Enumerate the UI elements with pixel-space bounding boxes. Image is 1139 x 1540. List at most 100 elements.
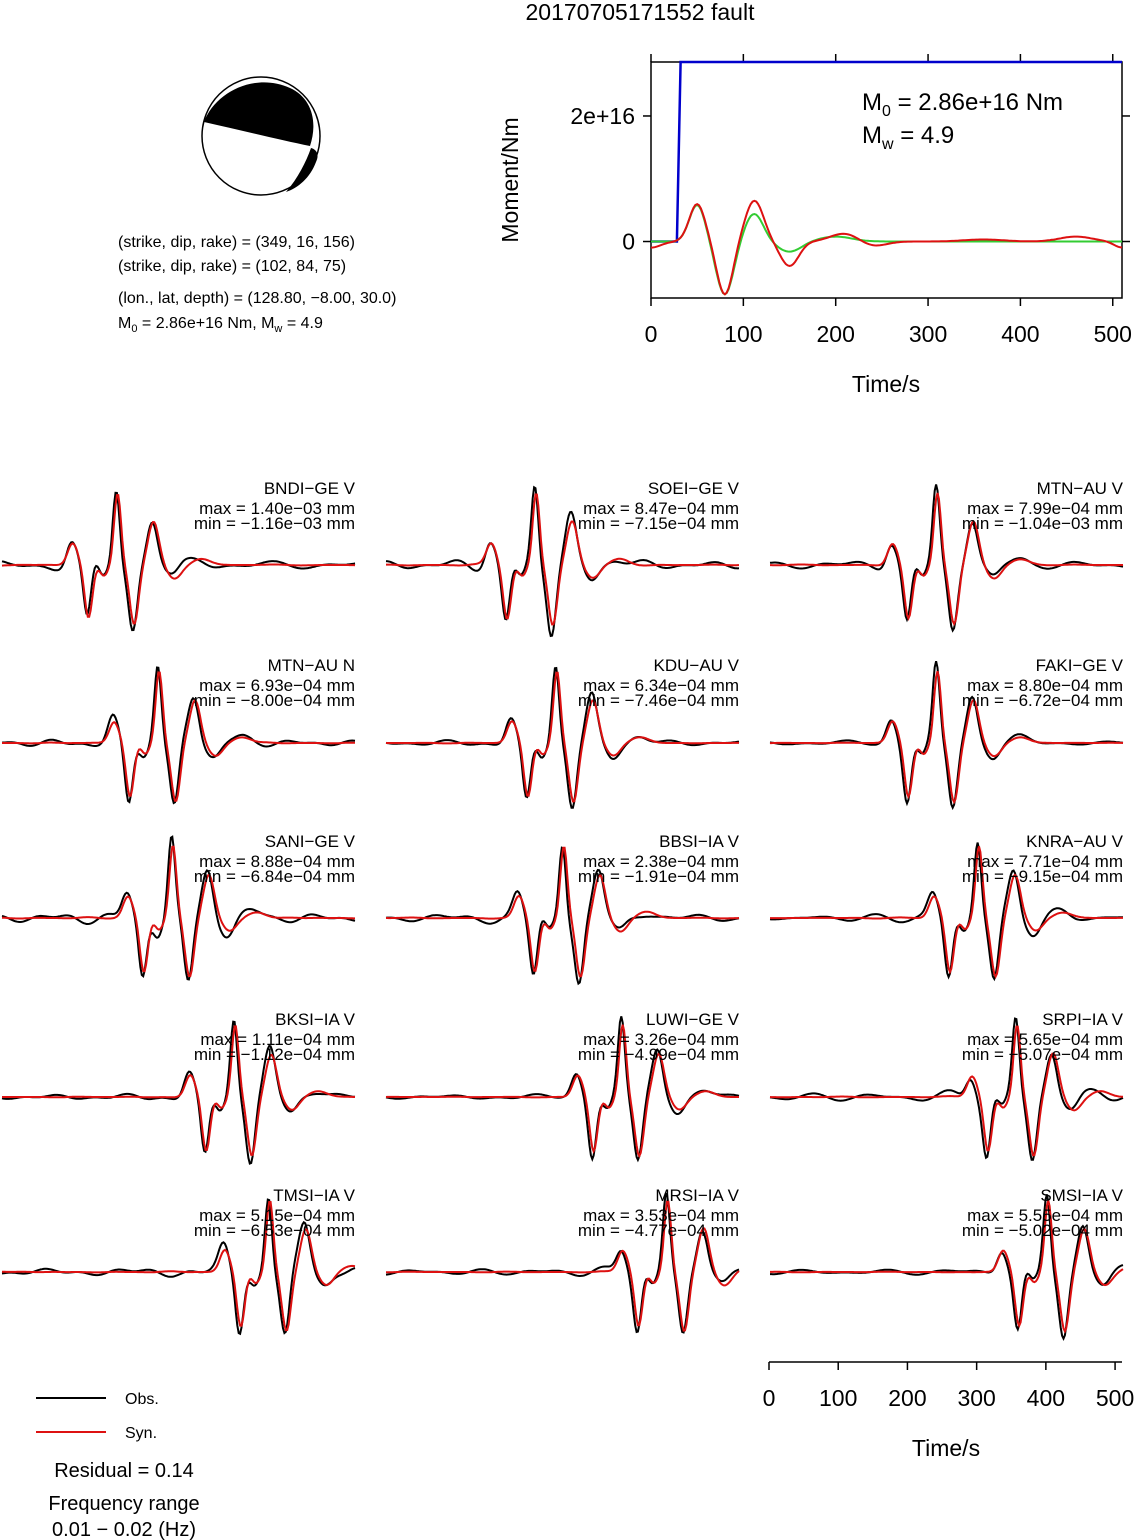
moment-x-tick-label: 500: [1094, 321, 1132, 347]
residual-label: Residual = 0.14: [54, 1460, 194, 1482]
station-min-label: min = −9.15e−04 mm: [962, 867, 1123, 886]
station-max-label: max = 8.88e−04 mm: [199, 852, 355, 871]
station-name-label: SANI−GE V: [265, 832, 356, 851]
station-min-label: min = −8.00e−04 mm: [194, 691, 355, 710]
station-name-label: BKSI−IA V: [275, 1010, 356, 1029]
nodal-plane-2-label: (strike, dip, rake) = (102, 84, 75): [118, 258, 346, 275]
waveform-x-tick-label: 0: [763, 1385, 776, 1411]
station-name-label: BNDI−GE V: [264, 479, 356, 498]
legend-syn-label: Syn.: [125, 1425, 157, 1442]
synthetic-trace: [1, 845, 355, 977]
synthetic-trace: [386, 671, 739, 803]
moment-y-tick-label: 0: [622, 229, 635, 255]
station-name-label: LUWI−GE V: [646, 1010, 740, 1029]
station-max-label: max = 6.93e−04 mm: [199, 676, 355, 695]
station-max-label: max = 3.53e−04 mm: [583, 1206, 739, 1225]
station-max-label: max = 8.80e−04 mm: [967, 676, 1123, 695]
synthetic-trace: [386, 846, 740, 978]
station-name-label: BBSI−IA V: [659, 832, 740, 851]
synthetic-trace: [2, 1201, 356, 1332]
waveform-time-axis: Time/s 0 100 200 300 400 500: [763, 1361, 1134, 1461]
legend-obs-label: Obs.: [125, 1391, 159, 1408]
station-max-label: max = 2.38e−04 mm: [583, 852, 739, 871]
station-name-label: SMSI−IA V: [1040, 1186, 1123, 1205]
waveform-x-axis-label: Time/s: [912, 1435, 980, 1461]
beachball-compression-quadrant-2: [286, 148, 318, 192]
beachball-compression-quadrant-1: [204, 82, 314, 146]
focal-parameters: (strike, dip, rake) = (349, 16, 156) (st…: [118, 234, 396, 335]
moment-x-tick-label: 300: [909, 321, 947, 347]
waveform-x-tick-label: 100: [819, 1385, 857, 1411]
station-min-label: min = −4.99e−04 mm: [578, 1045, 739, 1064]
station-name-label: TMSI−IA V: [273, 1186, 355, 1205]
moment-y-tick-label: 2e+16: [570, 103, 635, 129]
station-min-label: min = −1.91e−04 mm: [578, 867, 739, 886]
station-min-label: min = −7.15e−04 mm: [578, 514, 739, 533]
source-time-function-green: [651, 203, 1122, 296]
station-max-label: max = 5.15e−04 mm: [199, 1206, 355, 1225]
moment-x-axis-label: Time/s: [852, 371, 920, 397]
synthetic-trace: [386, 493, 739, 626]
station-max-label: max = 1.40e−03 mm: [199, 499, 355, 518]
synthetic-trace: [769, 1025, 1123, 1157]
moment-x-tick-label: 100: [724, 321, 762, 347]
station-max-label: max = 5.55e−04 mm: [967, 1206, 1123, 1225]
station-min-label: min = −5.07e−04 mm: [962, 1045, 1123, 1064]
moment-y-axis-label: Moment/Nm: [497, 117, 523, 242]
station-max-label: max = 5.65e−04 mm: [967, 1030, 1123, 1049]
location-label: (lon., lat, depth) = (128.80, −8.00, 30.…: [118, 290, 396, 307]
station-min-label: min = −4.77e−04 mm: [578, 1221, 739, 1240]
frequency-range-value: 0.01 − 0.02 (Hz): [52, 1519, 196, 1540]
station-max-label: max = 8.47e−04 mm: [583, 499, 739, 518]
station-min-label: min = −1.12e−04 mm: [194, 1045, 355, 1064]
station-min-label: min = −6.53e−04 mm: [194, 1221, 355, 1240]
station-name-label: MTN−AU V: [1037, 479, 1124, 498]
m0-annotation: M0 = 2.86e+16 Nm: [862, 89, 1063, 120]
figure-title: 20170705171552 fault: [526, 0, 756, 25]
moment-x-tick-label: 200: [817, 321, 855, 347]
station-min-label: min = −1.16e−03 mm: [194, 514, 355, 533]
station-name-label: KDU−AU V: [654, 656, 740, 675]
station-name-label: SOEI−GE V: [648, 479, 740, 498]
synthetic-trace: [2, 1025, 355, 1156]
station-min-label: min = −6.84e−04 mm: [194, 867, 355, 886]
legend: Obs. Syn. Residual = 0.14 Frequency rang…: [36, 1391, 200, 1540]
moment-series-group: [650, 60, 1123, 296]
station-name-label: FAKI−GE V: [1036, 656, 1124, 675]
synthetic-trace: [2, 671, 355, 802]
moment-magnitude-label: M0 = 2.86e+16 Nm, Mw = 4.9: [118, 315, 323, 335]
nodal-plane-1-label: (strike, dip, rake) = (349, 16, 156): [118, 234, 355, 251]
waveform-x-tick-label: 400: [1027, 1385, 1065, 1411]
station-max-label: max = 6.34e−04 mm: [583, 676, 739, 695]
station-min-label: min = −6.72e−04 mm: [962, 691, 1123, 710]
synthetic-trace: [770, 846, 1123, 979]
source-time-function-red: [650, 199, 1123, 296]
station-min-label: min = −5.02e−04 mm: [962, 1221, 1123, 1240]
station-min-label: min = −7.46e−04 mm: [578, 691, 739, 710]
synthetic-trace: [770, 1199, 1124, 1334]
observed-trace: [1, 491, 356, 632]
beachball: [201, 76, 321, 196]
synthetic-trace: [385, 1024, 739, 1159]
station-max-label: max = 3.26e−04 mm: [583, 1030, 739, 1049]
moment-x-tick-label: 0: [645, 321, 658, 347]
station-max-label: max = 1.11e−04 mm: [200, 1030, 355, 1049]
synthetic-trace: [770, 670, 1124, 805]
station-name-label: KNRA−AU V: [1026, 832, 1123, 851]
